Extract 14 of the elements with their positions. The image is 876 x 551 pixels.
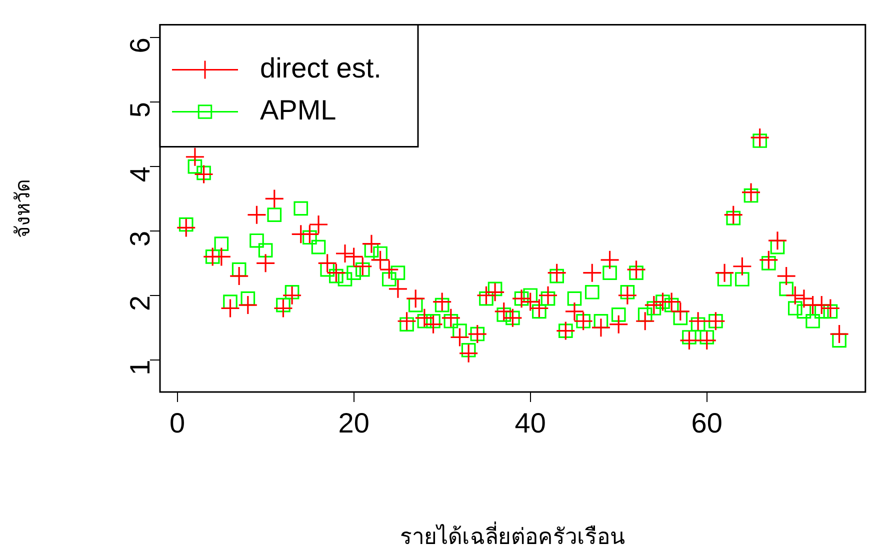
y-tick-label: 2 [124, 295, 156, 311]
legend-label: direct est. [260, 52, 382, 84]
y-tick-label: 1 [124, 360, 156, 376]
x-tick-label: 0 [170, 408, 186, 439]
x-tick-label: 20 [338, 408, 370, 439]
x-tick-label: 40 [514, 408, 546, 439]
legend-label: APML [260, 94, 336, 126]
y-axis-title: จังหวัด [12, 178, 35, 238]
y-tick-label: 4 [124, 166, 156, 182]
y-tick-label: 6 [124, 38, 156, 54]
y-tick-label: 3 [124, 230, 156, 247]
y-tick-label: 5 [124, 102, 156, 118]
x-axis-title: รายได้เฉลี่ยต่อครัวเรือน [400, 521, 626, 550]
x-tick-label: 60 [691, 408, 722, 439]
